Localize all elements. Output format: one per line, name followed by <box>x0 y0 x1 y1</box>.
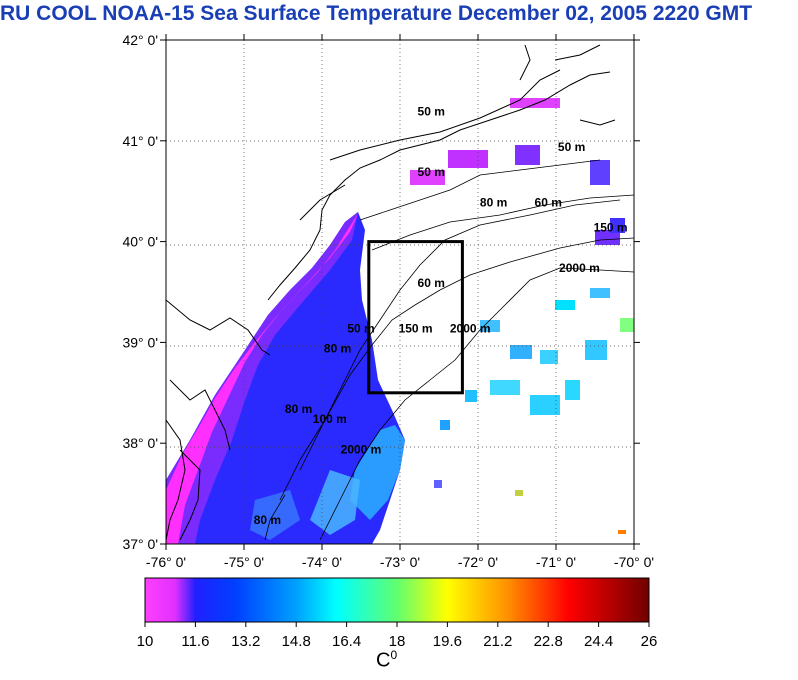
contour-label: 80 m <box>285 402 312 416</box>
contour-label: 80 m <box>254 513 281 527</box>
contour-label: 80 m <box>480 195 507 209</box>
colorbar-tick-label: 22.8 <box>534 633 563 650</box>
colorbar-tick-label: 26 <box>641 633 658 650</box>
colorbar-tick-label: 13.2 <box>231 633 260 650</box>
contour-label: 100 m <box>313 412 347 426</box>
unit-superscript: 0 <box>390 648 398 662</box>
study-area-box <box>367 240 464 395</box>
colorbar-tick-label: 10 <box>137 633 154 650</box>
contour-label: 60 m <box>418 276 445 290</box>
contour-labels: 50 m 50 m 80 m 60 m 50 m 150 m 2000 m 60 m 150 m… <box>254 105 628 527</box>
contour-label: 60 m <box>535 195 562 209</box>
lon-label: -76° 0' <box>146 554 186 570</box>
contour-label: 50 m <box>347 321 374 335</box>
contour-label: 50 m <box>418 105 445 119</box>
contour-label: 50 m <box>558 140 585 154</box>
sst-shelf-water <box>166 212 405 544</box>
contour-label: 150 m <box>594 221 628 235</box>
lat-label: 39° 0' <box>122 334 158 350</box>
colorbar-tick-label: 11.6 <box>181 633 209 650</box>
bathymetry-contours <box>264 159 634 541</box>
lon-label: -70° 0' <box>614 554 654 570</box>
colorbar-tick-label: 24.4 <box>584 633 613 650</box>
lat-label: 37° 0' <box>122 536 158 552</box>
colorbar-tick-label: 18 <box>389 633 406 650</box>
colorbar <box>144 577 650 623</box>
lat-label: 40° 0' <box>122 234 158 250</box>
colorbar-tick-label: 21.2 <box>483 633 512 650</box>
longitude-axis: -76° 0' -75° 0' -74° 0' -73° 0' -72° 0' -71° … <box>146 34 654 570</box>
contour-label: 2000 m <box>559 261 600 275</box>
unit-base: C <box>376 649 391 672</box>
lat-label: 41° 0' <box>122 133 158 149</box>
colorbar-ticks: 10 11.6 13.2 14.8 16.4 18 19.6 21.2 22.8 24.4 26 <box>137 622 658 650</box>
lon-label: -72° 0' <box>458 554 498 570</box>
contour-label: 2000 m <box>450 321 491 335</box>
lat-label: 42° 0' <box>122 32 158 48</box>
colorbar-tick-label: 16.4 <box>332 633 361 650</box>
colorbar-unit-label: C0 <box>376 648 397 673</box>
coastline <box>166 44 616 541</box>
contour-label: 2000 m <box>341 442 382 456</box>
sst-offshore-patches <box>410 98 634 534</box>
contour-label: 50 m <box>418 165 445 179</box>
map-title: RU COOL NOAA-15 Sea Surface Temperature … <box>0 2 753 25</box>
lat-label: 38° 0' <box>122 435 158 451</box>
lon-label: -73° 0' <box>380 554 420 570</box>
latitude-axis: 42° 0' 41° 0' 40° 0' 39° 0' 38° 0' 37° 0' <box>122 32 640 552</box>
colorbar-tick-label: 19.6 <box>433 633 462 650</box>
contour-label: 150 m <box>399 321 433 335</box>
colorbar-tick-label: 14.8 <box>282 633 311 650</box>
lon-label: -71° 0' <box>536 554 576 570</box>
graticule <box>166 40 634 544</box>
lon-label: -75° 0' <box>224 554 264 570</box>
lon-label: -74° 0' <box>302 554 342 570</box>
contour-label: 80 m <box>324 341 351 355</box>
